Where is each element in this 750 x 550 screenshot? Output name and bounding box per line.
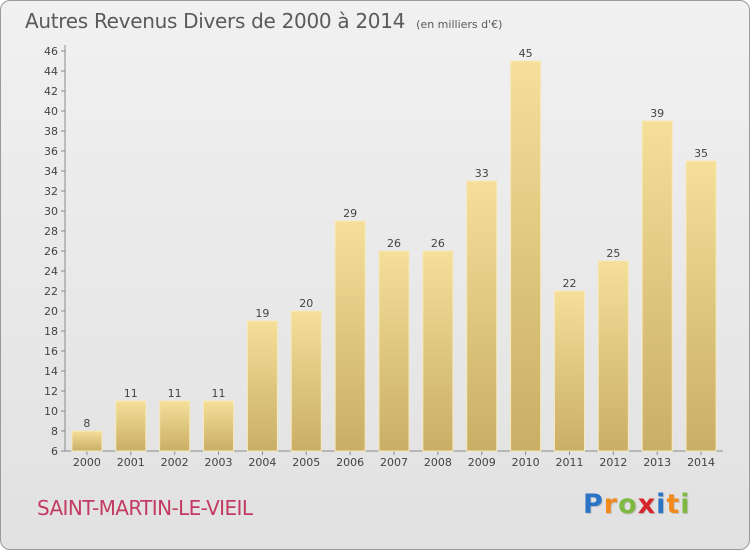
x-tick-label: 2000 bbox=[73, 456, 101, 469]
proxiti-logo[interactable]: Proxiti bbox=[583, 489, 691, 520]
y-tick-label: 16 bbox=[44, 345, 58, 358]
y-axis: 6 8 10 12 14 16 18 20 22 24 26 28 30 32 34 36 38 40 42 44 46 bbox=[44, 45, 66, 458]
x-tick-label: 2010 bbox=[512, 456, 540, 469]
logo-letter: i bbox=[680, 489, 691, 520]
y-tick-label: 38 bbox=[44, 125, 58, 138]
commune-name: SAINT-MARTIN-LE-VIEIL bbox=[37, 496, 253, 520]
y-tick-label: 28 bbox=[44, 225, 58, 238]
chart-title-block: Autres Revenus Divers de 2000 à 2014 (en… bbox=[25, 9, 502, 33]
x-tick-label: 2014 bbox=[687, 456, 715, 469]
y-tick-label: 22 bbox=[44, 285, 58, 298]
y-tick-label: 26 bbox=[44, 245, 58, 258]
x-tick-label: 2008 bbox=[424, 456, 452, 469]
bar-value-label: 45 bbox=[519, 47, 533, 60]
y-tick-label: 18 bbox=[44, 325, 58, 338]
x-tick-label: 2003 bbox=[205, 456, 233, 469]
bar bbox=[685, 160, 717, 452]
x-tick-label: 2005 bbox=[292, 456, 320, 469]
bar bbox=[641, 120, 673, 452]
x-tick-label: 2011 bbox=[555, 456, 583, 469]
bar bbox=[290, 310, 322, 452]
y-tick-label: 42 bbox=[44, 85, 58, 98]
chart-unit-label: (en milliers d'€) bbox=[416, 18, 503, 31]
bar bbox=[203, 400, 235, 452]
y-tick-label: 44 bbox=[44, 65, 58, 78]
x-tick-label: 2001 bbox=[117, 456, 145, 469]
bar bbox=[378, 250, 410, 452]
x-tick-label: 2012 bbox=[599, 456, 627, 469]
bar bbox=[466, 180, 498, 452]
bar-value-label: 11 bbox=[124, 387, 138, 400]
y-tick-label: 8 bbox=[51, 425, 58, 438]
bar-value-label: 26 bbox=[387, 237, 401, 250]
x-tick-label: 2013 bbox=[643, 456, 671, 469]
y-tick-label: 20 bbox=[44, 305, 58, 318]
bar-value-label: 25 bbox=[606, 247, 620, 260]
bar-value-label: 19 bbox=[255, 307, 269, 320]
chart-title: Autres Revenus Divers de 2000 à 2014 bbox=[25, 9, 406, 33]
bar-value-label: 39 bbox=[650, 107, 664, 120]
x-axis: 2000 2001 2002 2003 2004 2005 2006 2007 2008 2009… bbox=[65, 450, 723, 469]
bar bbox=[597, 260, 629, 452]
bar bbox=[159, 400, 191, 452]
logo-letter: i bbox=[656, 489, 667, 520]
bar-value-label: 33 bbox=[475, 167, 489, 180]
y-tick-label: 46 bbox=[44, 45, 58, 58]
y-tick-label: 34 bbox=[44, 165, 58, 178]
bar bbox=[115, 400, 147, 452]
y-tick-label: 40 bbox=[44, 105, 58, 118]
bar bbox=[71, 430, 103, 452]
x-tick-label: 2004 bbox=[248, 456, 276, 469]
bar bbox=[510, 60, 542, 452]
bars: 8 11 11 11 19 20 29 26 26 33 45 22 25 39 35 bbox=[71, 47, 717, 452]
logo-letter: o bbox=[618, 489, 638, 520]
x-tick-label: 2007 bbox=[380, 456, 408, 469]
bar-value-label: 20 bbox=[299, 297, 313, 310]
y-tick-label: 30 bbox=[44, 205, 58, 218]
y-tick-label: 36 bbox=[44, 145, 58, 158]
bar bbox=[553, 290, 585, 452]
y-tick-label: 6 bbox=[51, 445, 58, 458]
logo-letter: r bbox=[603, 489, 619, 520]
y-tick-label: 32 bbox=[44, 185, 58, 198]
y-tick-label: 24 bbox=[44, 265, 58, 278]
y-tick-label: 10 bbox=[44, 405, 58, 418]
logo-letter: P bbox=[583, 489, 604, 520]
y-tick-label: 14 bbox=[44, 365, 58, 378]
bar-value-label: 8 bbox=[83, 417, 90, 430]
bar bbox=[422, 250, 454, 452]
logo-letter: t bbox=[666, 489, 681, 520]
bar-value-label: 35 bbox=[694, 147, 708, 160]
x-tick-label: 2009 bbox=[468, 456, 496, 469]
bar-value-label: 11 bbox=[212, 387, 226, 400]
x-tick-label: 2002 bbox=[161, 456, 189, 469]
logo-letter: x bbox=[637, 489, 657, 520]
x-tick-label: 2006 bbox=[336, 456, 364, 469]
y-tick-label: 12 bbox=[44, 385, 58, 398]
bar-value-label: 11 bbox=[168, 387, 182, 400]
bar bbox=[334, 220, 366, 452]
bar-value-label: 29 bbox=[343, 207, 357, 220]
bar-value-label: 22 bbox=[562, 277, 576, 290]
bar bbox=[246, 320, 278, 452]
bar-value-label: 26 bbox=[431, 237, 445, 250]
